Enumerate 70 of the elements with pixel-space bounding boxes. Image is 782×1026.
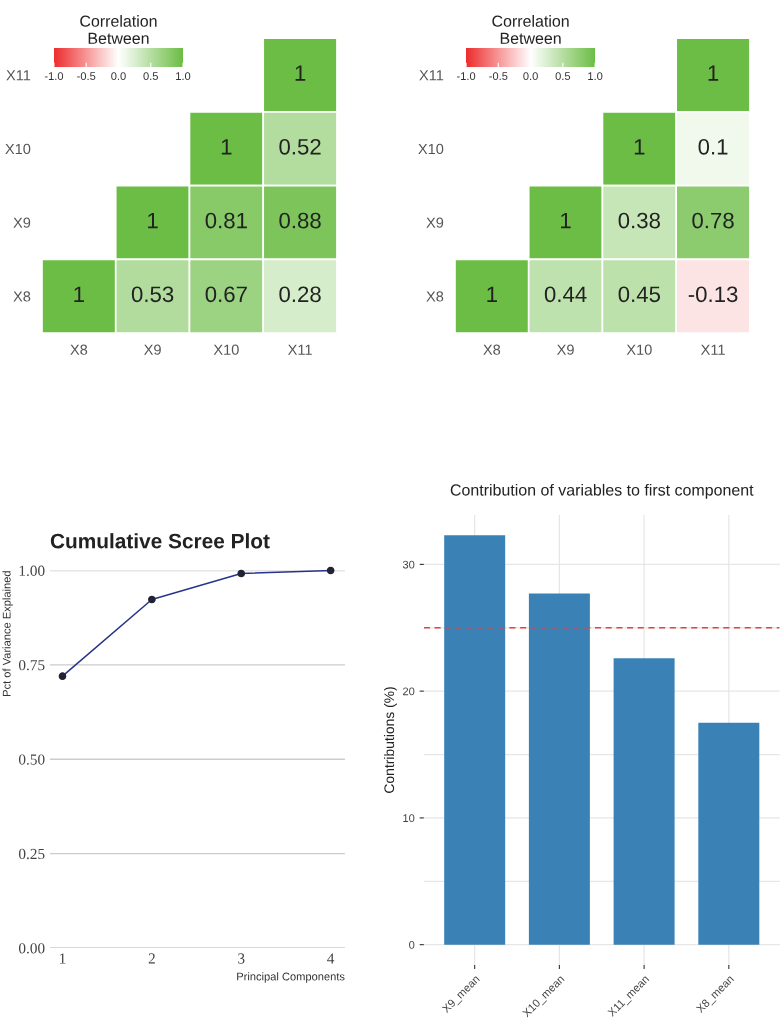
x-tick-label: 4 xyxy=(327,953,335,964)
y-tick-label: 0.00 xyxy=(18,943,45,954)
y-tick-label: 0.25 xyxy=(18,848,45,860)
data-label: 0.52 xyxy=(279,138,321,155)
y-tick-label: 30 xyxy=(402,560,415,569)
data-label: 0.81 xyxy=(205,212,247,229)
x-tick-label: X10 xyxy=(626,344,652,355)
y-tick-label: 0 xyxy=(409,940,415,949)
data-label: 1 xyxy=(561,212,571,229)
x-tick-label: X10 xyxy=(213,344,239,355)
color-bar-title: Correlation Between xyxy=(80,15,157,45)
color-bar-label: 0.0 xyxy=(523,72,538,81)
x-tick-label: X8 xyxy=(70,344,88,355)
y-tick-label: 10 xyxy=(403,814,415,823)
y-tick-label: X9 xyxy=(426,217,444,228)
x-tick-label: X11 xyxy=(287,344,312,355)
bar xyxy=(528,593,590,945)
x-axis-title: Principal Components xyxy=(237,972,345,983)
data-label: 1 xyxy=(221,139,232,155)
y-tick-label: X11 xyxy=(6,70,31,81)
x-tick-label: 1 xyxy=(60,953,66,964)
data-label: 1 xyxy=(148,212,158,229)
chart-title: Contribution of variables to first component xyxy=(450,483,754,499)
y-tick-label: X11 xyxy=(419,70,444,81)
y-tick-label: X8 xyxy=(13,291,31,302)
y-tick-label: 0.75 xyxy=(18,659,45,671)
data-label: 1 xyxy=(708,65,719,81)
data-label: 0.1 xyxy=(698,138,728,155)
bar xyxy=(613,658,675,945)
y-tick-label: 1.00 xyxy=(19,565,45,576)
color-bar-label: -1.0 xyxy=(44,72,64,81)
y-tick-label: X9 xyxy=(13,217,31,228)
data-label: 1 xyxy=(487,286,497,302)
color-bar-label: 0.5 xyxy=(555,72,571,81)
x-tick-label: 2 xyxy=(148,953,155,964)
color-bar-label: 0.0 xyxy=(111,72,126,81)
data-label: 0.44 xyxy=(544,286,587,303)
y-tick-label: X10 xyxy=(418,143,444,155)
x-tick-label: X11 xyxy=(700,344,725,355)
color-bar-label: 1.0 xyxy=(588,72,603,81)
bar xyxy=(698,722,760,945)
x-tick-label: 3 xyxy=(238,953,245,964)
data-label: 0.88 xyxy=(279,212,321,229)
data-label: 1 xyxy=(634,139,645,155)
color-bar-title: Correlation Between xyxy=(492,15,569,45)
y-axis-title: Contributions (%) xyxy=(383,687,397,793)
color-bar-label: -1.0 xyxy=(456,72,476,81)
data-label: 0.45 xyxy=(618,286,661,303)
data-label: 0.28 xyxy=(279,286,321,303)
data-label: -0.13 xyxy=(688,286,738,303)
chart-title: Cumulative Scree Plot xyxy=(50,533,270,549)
y-tick-label: X8 xyxy=(426,291,444,302)
color-bar-label: 1.0 xyxy=(176,72,191,81)
bar xyxy=(444,535,506,945)
data-label: 0.78 xyxy=(692,212,734,229)
data-label: 0.38 xyxy=(618,212,660,229)
data-label: 0.53 xyxy=(131,286,174,303)
x-tick-label: X9 xyxy=(144,344,161,355)
y-tick-label: 20 xyxy=(403,687,415,696)
data-label: 1 xyxy=(74,286,84,302)
data-label: 1 xyxy=(295,65,306,81)
data-label: 0.67 xyxy=(205,286,247,303)
color-bar-label: -0.5 xyxy=(489,72,508,81)
color-bar-label: -0.5 xyxy=(77,72,96,81)
y-tick-label: X10 xyxy=(5,143,31,155)
color-bar-label: 0.5 xyxy=(143,72,158,81)
x-tick-label: X9 xyxy=(556,344,574,355)
y-axis-title: Pct of Variance Explained xyxy=(2,571,13,696)
y-tick-label: 0.50 xyxy=(18,754,45,765)
x-tick-label: X8 xyxy=(483,344,501,355)
